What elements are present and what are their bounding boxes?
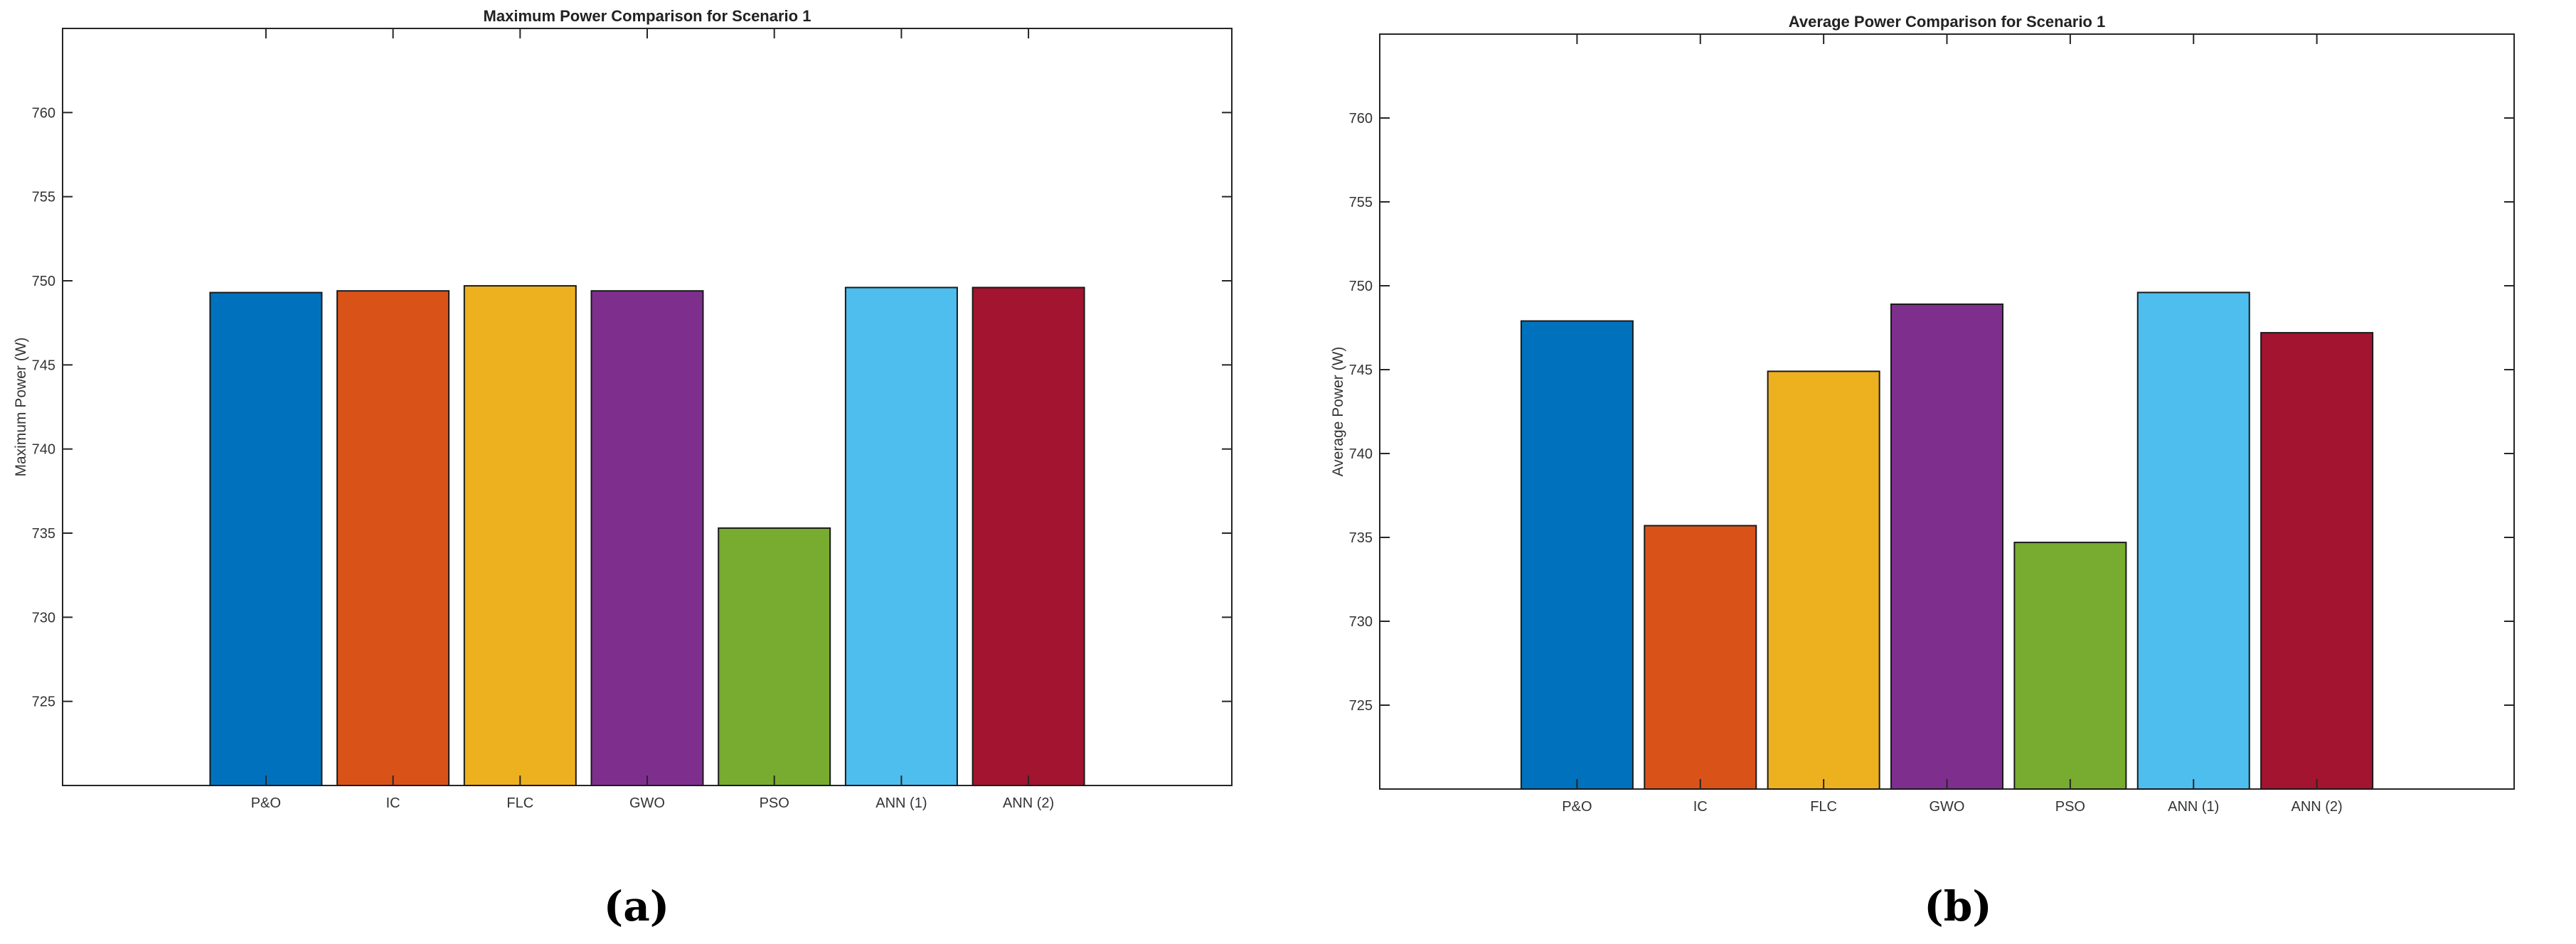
y-tick-label: 750: [1349, 279, 1373, 294]
bar-ann-1-: [844, 286, 958, 786]
x-tick-label: FLC: [1810, 799, 1837, 815]
bar-p-o: [1520, 320, 1634, 790]
panel-label-a: (a): [604, 882, 669, 930]
y-tick-label: 730: [32, 610, 55, 626]
panel-label-b: (b): [1924, 882, 1991, 930]
x-tick-label: P&O: [1562, 799, 1592, 815]
chart-title: Maximum Power Comparison for Scenario 1: [484, 7, 811, 25]
x-tick-label: ANN (2): [1003, 795, 1054, 811]
chart-title: Average Power Comparison for Scenario 1: [1789, 13, 2105, 31]
y-tick-label: 740: [1349, 446, 1373, 462]
x-tick-label: GWO: [1930, 799, 1965, 815]
x-tick-label: GWO: [629, 795, 665, 811]
chart-average-power: Average Power Comparison for Scenario 1 A…: [1330, 13, 2515, 815]
y-axis-label: Maximum Power (W): [13, 337, 29, 476]
y-tick-label: 730: [1349, 614, 1373, 630]
bar-gwo: [1890, 303, 2003, 790]
y-tick-label: 735: [1349, 530, 1373, 546]
x-tick-label: P&O: [251, 795, 281, 811]
bar-pso: [718, 527, 831, 787]
y-tick-label: 755: [1349, 195, 1373, 210]
bar-ann-2-: [972, 286, 1085, 786]
bar-ic: [336, 290, 450, 786]
bar-flc: [463, 285, 577, 787]
y-tick-label: 760: [32, 105, 55, 121]
bar-gwo: [590, 290, 704, 786]
bar-p-o: [209, 291, 323, 787]
y-tick-label: 755: [32, 190, 55, 205]
bar-ic: [1644, 525, 1757, 790]
x-tick-label: ANN (2): [2291, 799, 2342, 815]
y-tick-label: 745: [1349, 363, 1373, 378]
y-tick-label: 740: [32, 442, 55, 458]
x-tick-label: ANN (1): [2168, 799, 2219, 815]
bar-ann-2-: [2260, 332, 2374, 790]
y-tick-label: 725: [1349, 698, 1373, 714]
bar-flc: [1767, 370, 1880, 790]
y-axis-label: Average Power (W): [1330, 347, 1346, 477]
x-tick-label: IC: [386, 795, 400, 811]
bar-ann-1-: [2136, 291, 2250, 790]
y-tick-label: 735: [32, 526, 55, 542]
x-tick-label: PSO: [760, 795, 789, 811]
x-tick-label: FLC: [506, 795, 533, 811]
x-tick-label: PSO: [2055, 799, 2085, 815]
y-tick-label: 750: [32, 274, 55, 289]
bar-pso: [2013, 542, 2127, 790]
x-tick-label: ANN (1): [875, 795, 927, 811]
chart-maximum-power: Maximum Power Comparison for Scenario 1 M…: [13, 7, 1233, 811]
x-tick-label: IC: [1693, 799, 1708, 815]
y-tick-label: 745: [32, 358, 55, 373]
y-tick-label: 725: [32, 694, 55, 710]
y-tick-label: 760: [1349, 111, 1373, 127]
